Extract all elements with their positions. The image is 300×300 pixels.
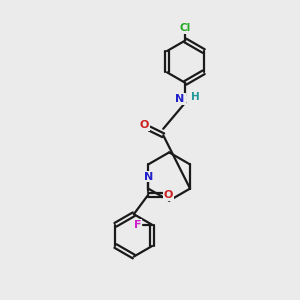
Text: Cl: Cl xyxy=(180,23,191,33)
Text: N: N xyxy=(176,94,185,104)
Text: O: O xyxy=(140,120,149,130)
Text: F: F xyxy=(134,220,141,230)
Text: O: O xyxy=(164,190,173,200)
Text: N: N xyxy=(144,172,153,182)
Text: H: H xyxy=(191,92,200,102)
